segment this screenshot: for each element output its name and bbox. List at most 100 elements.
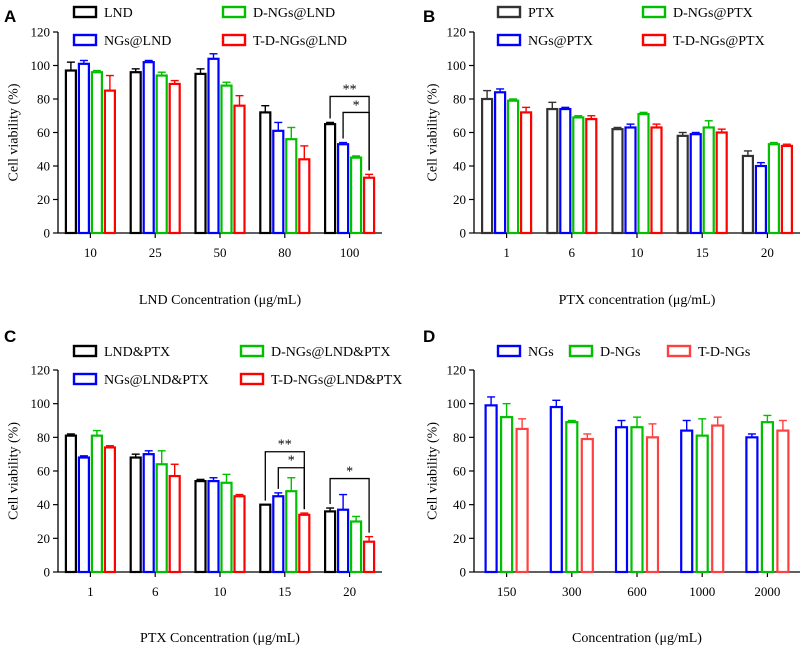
bar bbox=[515, 427, 529, 574]
x-tick-label: 50 bbox=[214, 245, 227, 260]
bar bbox=[64, 69, 78, 235]
y-tick-label: 40 bbox=[453, 159, 466, 174]
legend-label: T-D-NGs@PTX bbox=[673, 34, 765, 49]
significance-label: * bbox=[353, 98, 360, 113]
bar bbox=[194, 480, 207, 574]
x-tick-label: 1 bbox=[87, 584, 94, 599]
significance-bracket bbox=[342, 111, 370, 171]
y-tick-label: 20 bbox=[453, 531, 466, 546]
panel-letter: B bbox=[423, 7, 435, 26]
panel-letter: A bbox=[4, 7, 16, 26]
y-tick-label: 80 bbox=[453, 92, 466, 107]
y-tick-label: 0 bbox=[44, 565, 51, 580]
y-tick-label: 20 bbox=[37, 531, 50, 546]
y-tick-label: 80 bbox=[453, 430, 466, 445]
bar bbox=[103, 446, 117, 574]
bar bbox=[481, 97, 494, 235]
legend-label: D-NGs@LND&PTX bbox=[271, 345, 390, 360]
legend-swatch bbox=[221, 5, 247, 19]
bar bbox=[611, 128, 624, 235]
x-axis-label: LND Concentration (μg/mL) bbox=[139, 293, 302, 308]
bar bbox=[580, 437, 594, 574]
legend-label: PTX bbox=[528, 6, 554, 21]
bar bbox=[77, 62, 91, 235]
legend-swatch bbox=[72, 5, 98, 19]
bar bbox=[695, 434, 709, 574]
legend-label: T-D-NGs@LND bbox=[253, 34, 347, 49]
significance-label: * bbox=[288, 454, 295, 469]
legend-swatch bbox=[641, 33, 667, 47]
y-tick-label: 0 bbox=[460, 226, 467, 241]
bar bbox=[745, 436, 759, 574]
bar bbox=[637, 112, 650, 235]
bar bbox=[780, 144, 794, 235]
bar bbox=[776, 429, 790, 574]
bar bbox=[350, 520, 363, 574]
legend-swatch bbox=[72, 344, 98, 358]
bar bbox=[363, 176, 376, 235]
panel-d: D 0 20 40 60 80 100 120 Cell viability (%) Concen… bbox=[423, 327, 800, 646]
legend-label: LND bbox=[104, 6, 133, 21]
bar bbox=[350, 156, 363, 235]
bar bbox=[715, 131, 728, 235]
bar bbox=[207, 480, 220, 574]
y-axis-label: Cell viability (%) bbox=[426, 422, 441, 520]
bar bbox=[155, 463, 168, 574]
bar bbox=[614, 426, 629, 574]
legend-swatch bbox=[568, 344, 594, 358]
bar bbox=[168, 474, 181, 574]
bar bbox=[207, 57, 220, 235]
x-tick-label: 15 bbox=[278, 584, 291, 599]
bar bbox=[90, 434, 104, 574]
bar bbox=[519, 111, 533, 235]
x-axis-label: PTX Concentration (μg/mL) bbox=[140, 631, 300, 646]
legend-swatch bbox=[72, 372, 98, 386]
legend-swatch bbox=[239, 372, 265, 386]
y-tick-label: 100 bbox=[31, 58, 51, 73]
bar bbox=[129, 456, 142, 574]
bar bbox=[680, 429, 694, 574]
x-tick-label: 20 bbox=[761, 245, 774, 260]
significance-bracket bbox=[329, 477, 370, 533]
bar bbox=[645, 436, 660, 574]
y-tick-label: 80 bbox=[37, 430, 50, 445]
bar bbox=[767, 143, 781, 235]
bar bbox=[324, 123, 337, 235]
x-tick-label: 100 bbox=[340, 245, 360, 260]
bar bbox=[585, 117, 598, 235]
bar bbox=[64, 434, 78, 574]
bar bbox=[754, 164, 768, 235]
y-tick-label: 40 bbox=[37, 497, 50, 512]
legend-swatch bbox=[221, 33, 247, 47]
y-tick-label: 0 bbox=[460, 565, 467, 580]
x-tick-label: 10 bbox=[214, 584, 227, 599]
y-tick-label: 40 bbox=[37, 159, 50, 174]
legend-swatch bbox=[666, 344, 692, 358]
x-tick-label: 150 bbox=[497, 584, 517, 599]
bar bbox=[259, 111, 272, 235]
bar bbox=[549, 405, 563, 574]
bar bbox=[546, 107, 559, 235]
bar bbox=[500, 416, 514, 574]
bar bbox=[689, 133, 702, 235]
legend-label: D-NGs@PTX bbox=[673, 6, 753, 21]
legend-label: LND&PTX bbox=[104, 345, 170, 360]
bar bbox=[572, 116, 585, 235]
legend-label: NGs@LND bbox=[104, 34, 171, 49]
x-tick-label: 2000 bbox=[754, 584, 780, 599]
x-tick-label: 10 bbox=[631, 245, 644, 260]
legend-swatch bbox=[641, 5, 667, 19]
y-tick-label: 120 bbox=[447, 25, 467, 40]
bar bbox=[494, 91, 507, 235]
y-tick-label: 80 bbox=[37, 92, 50, 107]
bar bbox=[324, 510, 337, 574]
bar bbox=[484, 404, 498, 574]
bar bbox=[298, 513, 311, 574]
bar bbox=[272, 129, 285, 235]
bar bbox=[220, 84, 233, 235]
x-tick-label: 1000 bbox=[689, 584, 715, 599]
y-tick-label: 100 bbox=[447, 396, 467, 411]
y-axis-label: Cell viability (%) bbox=[7, 422, 22, 520]
